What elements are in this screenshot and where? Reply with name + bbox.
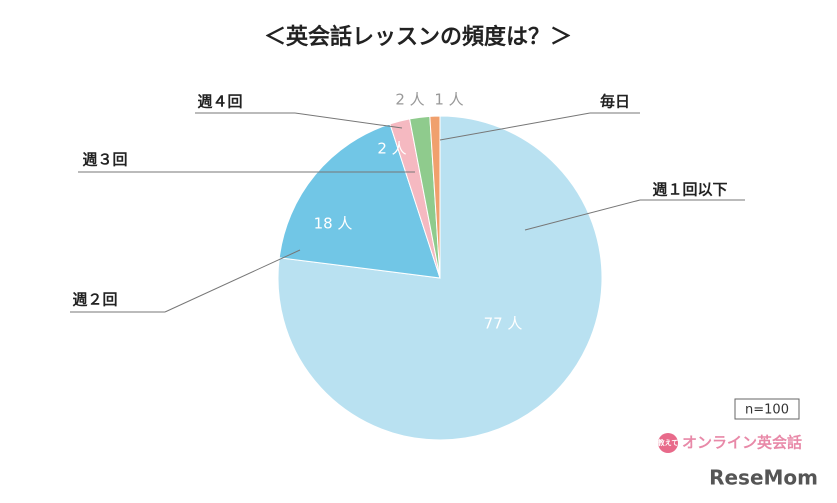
leader-line [439,112,591,141]
category-label: 週３回 [82,151,127,169]
leader-line [294,112,403,129]
pie-slice [429,115,441,279]
logo: オンライン英会話 [682,434,802,452]
logo-badge-icon [658,433,678,453]
category-label: 週４回 [197,93,242,111]
note-box [734,398,800,420]
category-label: 週２回 [72,291,117,309]
note: n=100 [745,403,789,418]
logo-badge: 教えて [657,438,679,447]
value-label: 18 人 [314,215,353,233]
value-label: 77 人 [484,315,523,333]
leader-line [524,199,641,231]
watermark: ReseMom [709,466,818,490]
value-label: 2 人 [395,91,424,109]
value-label: 2 人 [377,140,406,158]
leader-line [164,249,301,313]
category-label: 週１回以下 [652,181,727,199]
chart-title: ＜英会話レッスンの頻度は？＞ [264,24,572,50]
category-label: 毎日 [600,93,630,111]
value-label: 1 人 [434,91,463,109]
pie-slice [278,123,441,279]
